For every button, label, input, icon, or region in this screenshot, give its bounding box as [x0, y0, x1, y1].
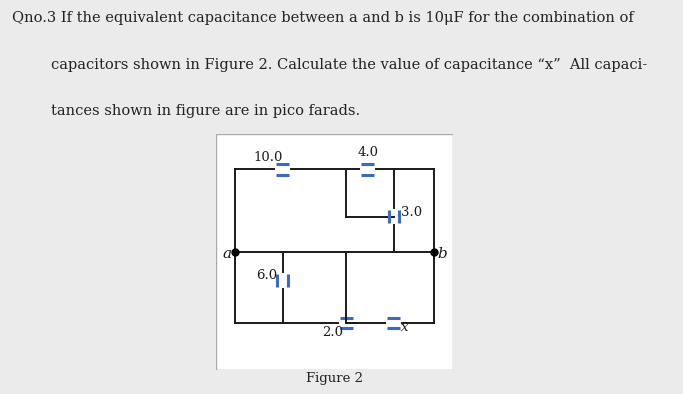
Text: 3.0: 3.0	[401, 206, 422, 219]
Text: tances shown in figure are in pico farads.: tances shown in figure are in pico farad…	[51, 104, 361, 119]
Text: 4.0: 4.0	[357, 147, 378, 160]
Text: 10.0: 10.0	[254, 151, 283, 164]
Text: 6.0: 6.0	[255, 269, 277, 282]
Text: x: x	[401, 322, 408, 335]
Text: b: b	[438, 247, 447, 261]
Text: 2.0: 2.0	[322, 326, 343, 339]
Text: capacitors shown in Figure 2. Calculate the value of capacitance “x”  All capaci: capacitors shown in Figure 2. Calculate …	[51, 58, 647, 72]
Text: a: a	[223, 247, 232, 261]
Text: Figure 2: Figure 2	[306, 372, 363, 385]
Text: Qno.3 If the equivalent capacitance between a and b is 10μF for the combination : Qno.3 If the equivalent capacitance betw…	[12, 11, 634, 25]
